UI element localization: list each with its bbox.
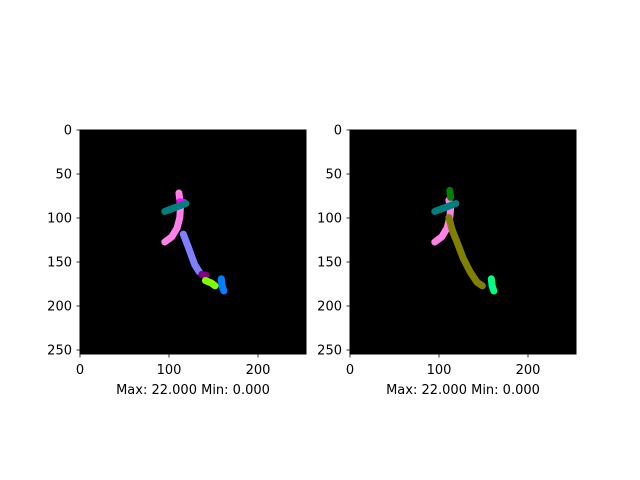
right-image-background	[350, 130, 576, 354]
left-segment-2	[161, 200, 190, 215]
right-y-ticks	[346, 129, 350, 351]
right-y-tick-label: 0	[334, 124, 342, 139]
left-y-tick-label: 250	[47, 344, 72, 359]
right-segment-layer	[431, 186, 498, 295]
right-y-tick-label: 100	[317, 212, 342, 227]
left-segment-6	[217, 275, 228, 295]
left-segment-layer	[161, 189, 228, 295]
left-y-tick-label: 0	[64, 124, 72, 139]
right-segment-2	[431, 200, 460, 215]
right-y-tick-label: 50	[325, 168, 342, 183]
left-y-tick-label: 150	[47, 256, 72, 271]
left-x-tick-label: 0	[76, 363, 84, 378]
left-segment-4	[198, 270, 210, 279]
right-x-tick-label: 100	[427, 363, 452, 378]
left-y-tick-label: 200	[47, 300, 72, 315]
right-panel: 0 50 100 150 200 250 0 100 200 Max: 22.0…	[317, 124, 577, 398]
left-image-background	[80, 130, 306, 354]
left-image-frame	[79, 129, 307, 355]
left-panel: 0 50 100 150 200 250 0 100 200 Max: 22.0…	[47, 124, 307, 398]
left-caption: Max: 22.000 Min: 0.000	[116, 383, 270, 398]
right-caption: Max: 22.000 Min: 0.000	[386, 383, 540, 398]
left-y-tick-label: 50	[55, 168, 72, 183]
right-y-tick-label: 200	[317, 300, 342, 315]
right-segment-3	[445, 214, 486, 290]
right-x-tick-label: 200	[516, 363, 541, 378]
right-y-tick-label: 150	[317, 256, 342, 271]
right-x-tick-label: 0	[346, 363, 354, 378]
left-x-tick-label: 100	[157, 363, 182, 378]
left-y-ticks	[76, 129, 80, 351]
right-x-ticks	[349, 354, 529, 358]
left-x-ticks	[79, 354, 259, 358]
left-segment-3	[179, 230, 203, 276]
right-image-frame	[349, 129, 577, 355]
left-y-tick-label: 100	[47, 212, 72, 227]
right-y-tick-label: 250	[317, 344, 342, 359]
left-x-tick-label: 200	[246, 363, 271, 378]
left-segment-5	[201, 277, 219, 290]
right-segment-1	[446, 186, 455, 201]
right-segment-4	[487, 275, 498, 295]
